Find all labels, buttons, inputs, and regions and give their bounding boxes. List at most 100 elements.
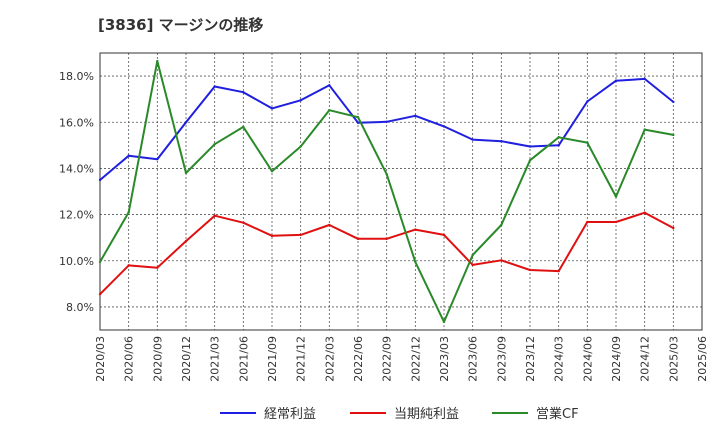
data-point: [442, 125, 446, 128]
data-point: [586, 220, 589, 224]
x-tick-label: 2025/06: [696, 336, 709, 382]
data-point: [299, 99, 302, 102]
x-tick-label: 2021/09: [266, 336, 279, 382]
y-tick-label: 18.0%: [59, 70, 94, 83]
data-point: [127, 211, 130, 214]
data-point: [614, 79, 618, 82]
data-point: [299, 145, 302, 148]
data-point: [528, 145, 532, 148]
x-tick-label: 2024/03: [553, 336, 566, 382]
x-tick-label: 2024/06: [581, 336, 594, 382]
data-point: [414, 114, 417, 117]
data-point: [213, 85, 216, 88]
data-point: [156, 157, 159, 161]
data-point: [242, 91, 245, 94]
data-point: [442, 233, 446, 237]
data-point: [356, 115, 360, 119]
data-point: [614, 195, 618, 198]
data-point: [643, 128, 646, 131]
data-point: [672, 226, 675, 230]
y-tick-label: 8.0%: [66, 301, 94, 314]
legend-label-1: 当期純利益: [394, 407, 459, 422]
data-point: [385, 172, 388, 176]
x-tick-label: 2022/03: [323, 336, 336, 382]
data-point: [328, 223, 331, 227]
data-point: [184, 239, 188, 243]
axis-layer: 8.0% 10.0% 12.0% 14.0% 16.0% 18.0% 2020/03 2020…: [59, 52, 709, 382]
data-point: [586, 141, 589, 144]
x-tick-label: 2020/03: [94, 336, 107, 382]
x-tick-label: 2020/06: [123, 336, 136, 382]
x-tick-label: 2023/09: [495, 336, 508, 382]
data-point: [643, 77, 646, 81]
data-point: [242, 221, 245, 224]
data-point: [385, 120, 388, 123]
data-point: [184, 171, 188, 175]
data-point: [385, 237, 388, 241]
data-point: [586, 100, 589, 103]
data-point: [471, 138, 474, 141]
data-point: [213, 214, 216, 217]
data-point: [270, 169, 274, 173]
data-point: [557, 136, 560, 139]
data-point: [500, 139, 503, 143]
data-point: [270, 107, 274, 110]
data-point: [500, 223, 503, 227]
plot-frame: [99, 52, 703, 331]
data-point: [328, 84, 331, 87]
x-tick-label: 2023/03: [438, 336, 451, 382]
data-point: [414, 228, 417, 231]
data-point: [557, 269, 560, 273]
data-point: [672, 133, 675, 137]
x-tick-label: 2021/03: [209, 336, 222, 382]
data-point: [127, 264, 130, 267]
legend-label-2: 営業CF: [536, 406, 579, 422]
y-tick-label: 16.0%: [59, 116, 94, 129]
grid-layer: [99, 53, 703, 330]
data-point: [356, 121, 360, 124]
series-layer: [98, 59, 675, 324]
chart-title: [3836] マージンの推移: [98, 16, 264, 34]
data-point: [500, 259, 503, 262]
y-tick-label: 10.0%: [59, 255, 94, 268]
x-tick-label: 2023/12: [524, 336, 537, 382]
legend: 経常利益 当期純利益 営業CF: [220, 406, 579, 422]
data-point: [98, 178, 102, 182]
data-point: [557, 144, 560, 147]
x-tick-label: 2024/09: [610, 336, 623, 382]
x-tick-label: 2022/09: [381, 336, 394, 382]
data-point: [98, 260, 102, 264]
data-point: [442, 320, 446, 324]
data-point: [127, 154, 130, 157]
data-point: [643, 211, 646, 214]
x-tick-label: 2022/12: [409, 336, 422, 382]
data-point: [98, 293, 102, 296]
x-tick-label: 2025/03: [667, 336, 680, 382]
x-tick-label: 2020/09: [151, 336, 164, 382]
data-point: [328, 109, 331, 112]
legend-label-0: 経常利益: [264, 407, 316, 422]
data-point: [156, 266, 159, 269]
data-point: [614, 220, 618, 224]
x-tick-label: 2021/12: [295, 336, 308, 382]
data-point: [528, 268, 532, 272]
y-tick-label: 12.0%: [59, 209, 94, 222]
x-tick-label: 2023/06: [467, 336, 480, 382]
data-point: [184, 121, 188, 124]
data-point: [471, 253, 474, 257]
data-point: [213, 142, 216, 146]
x-tick-label: 2024/12: [639, 336, 652, 382]
data-point: [156, 59, 159, 63]
x-tick-label: 2021/06: [237, 336, 250, 382]
x-tick-label: 2022/06: [352, 336, 365, 382]
data-point: [471, 263, 474, 267]
data-point: [242, 125, 245, 129]
data-point: [414, 260, 417, 264]
x-tick-label: 2020/12: [180, 336, 193, 382]
data-point: [672, 100, 675, 104]
data-point: [270, 234, 274, 238]
y-tick-label: 14.0%: [59, 162, 94, 175]
data-point: [356, 237, 360, 241]
